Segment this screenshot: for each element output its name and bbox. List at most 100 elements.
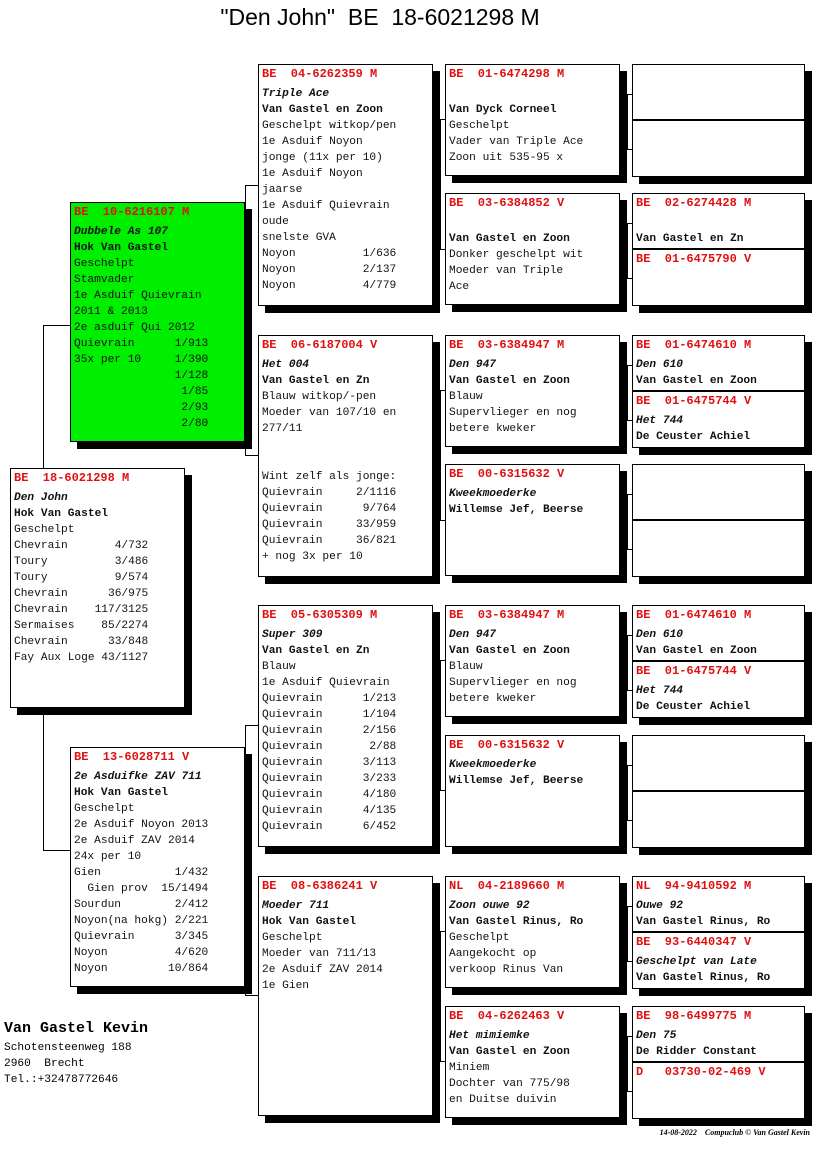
ring-number: BE 06-6187004 V [262, 338, 378, 352]
ring-number: BE 13-6028711 V [74, 750, 190, 764]
connector-line [245, 185, 246, 455]
pigeon-card[interactable]: BE 01-6475790 V [632, 249, 805, 306]
pigeon-card[interactable]: BE 03-6384852 V Van Gastel en Zoon Donker … [445, 193, 620, 305]
pigeon-card[interactable]: NL 94-9410592 M Ouwe 92 Van Gastel Rinus, … [632, 876, 805, 932]
pigeon-detail: Sourdun 2/412 [74, 899, 209, 911]
connector-line [627, 365, 628, 420]
pigeon-detail: Miniem [449, 1062, 490, 1074]
pigeon-detail: Noyon 2/137 [262, 264, 397, 276]
pigeon-card[interactable]: BE 01-6474610 M Den 610 Van Gastel en Zoon [632, 605, 805, 661]
pigeon-card[interactable]: BE 08-6386241 V Moeder 711 Hok Van Gastel G… [258, 876, 433, 1116]
pigeon-detail: Wint zelf als jonge: [262, 471, 397, 483]
pigeon-name: Den 610 [636, 629, 683, 641]
pigeon-detail: snelste GVA [262, 232, 336, 244]
pigeon-detail: Toury 3/486 [14, 556, 149, 568]
pigeon-card[interactable]: BE 01-6474610 M Den 610 Van Gastel en Zoon [632, 335, 805, 391]
pigeon-name: Den 947 [449, 629, 496, 641]
ring-number [636, 66, 801, 86]
pigeon-detail: 2/93 [74, 402, 209, 414]
pigeon-card[interactable] [632, 520, 805, 577]
pigeon-card[interactable]: BE 06-6187004 V Het 004 Van Gastel en Zn Bl… [258, 335, 433, 577]
owner-name: Hok Van Gastel [14, 508, 108, 520]
pigeon-card[interactable]: NL 04-2189660 M Zoon ouwe 92 Van Gastel Ri… [445, 876, 620, 988]
pigeon-card[interactable]: BE 03-6384947 M Den 947 Van Gastel en Zoon… [445, 605, 620, 717]
pigeon-card[interactable]: BE 98-6499775 M Den 75 De Ridder Constant [632, 1006, 805, 1062]
pigeon-detail: Moeder van 107/10 en [262, 407, 397, 419]
pigeon-detail: Zoon uit 535-95 x [449, 152, 564, 164]
pigeon-card[interactable]: BE 02-6274428 M Van Gastel en Zn [632, 193, 805, 249]
pigeon-card[interactable] [632, 464, 805, 520]
connector-line [627, 1091, 632, 1092]
ring-number: BE 03-6384947 M [449, 608, 565, 622]
pigeon-name: Moeder 711 [262, 900, 330, 912]
pigeon-card[interactable]: BE 03-6384947 M Den 947 Van Gastel en Zoon… [445, 335, 620, 447]
pigeon-name [636, 215, 801, 231]
pigeon-card[interactable] [632, 120, 805, 177]
pigeon-detail: 24x per 10 [74, 851, 142, 863]
connector-line [627, 365, 632, 366]
connector-line [440, 520, 445, 521]
connector-line [433, 725, 440, 726]
connector-line [440, 660, 441, 790]
pigeon-detail: Quievrain 3/233 [262, 773, 397, 785]
connector-line [440, 390, 445, 391]
pigeon-card[interactable]: BE 13-6028711 V 2e Asduifke ZAV 711 Hok Va… [70, 747, 245, 987]
connector-line [440, 249, 445, 250]
ring-number: D 03730-02-469 V [636, 1065, 766, 1079]
pigeon-detail: 277/11 [262, 423, 303, 435]
pigeon-card[interactable]: BE 93-6440347 V Geschelpt van Late Van Gas… [632, 932, 805, 989]
connector-line [627, 635, 628, 690]
pigeon-card[interactable]: BE 00-6315632 V Kweekmoederke Willemse Jef… [445, 464, 620, 576]
ring-number: NL 04-2189660 M [449, 879, 565, 893]
pigeon-detail: Dochter van 775/98 [449, 1078, 570, 1090]
connector-line [433, 996, 440, 997]
connector-line [627, 278, 632, 279]
ring-number: BE 10-6216107 M [74, 205, 190, 219]
pigeon-card[interactable]: BE 01-6475744 V Het 744 De Ceuster Achiel [632, 661, 805, 718]
pigeon-detail: Quievrain 1/913 [74, 338, 209, 350]
pigeon-card[interactable]: BE 10-6216107 M Dubbele As 107 Hok Van Gas… [70, 202, 245, 442]
pigeon-detail: verkoop Rinus Van [449, 964, 564, 976]
pigeon-name: Kweekmoederke [449, 759, 537, 771]
pigeon-detail: en Duitse duivin [449, 1094, 557, 1106]
pigeon-name: Super 309 [262, 629, 323, 641]
connector-line [627, 94, 628, 149]
connector-line [43, 850, 70, 851]
connector-line [440, 931, 441, 1061]
pigeon-card[interactable]: BE 04-6262463 V Het mimiemke Van Gastel en… [445, 1006, 620, 1118]
pigeon-card[interactable]: BE 01-6474298 M Van Dyck Corneel Geschelpt… [445, 64, 620, 176]
pigeon-card[interactable]: BE 01-6475744 V Het 744 De Ceuster Achiel [632, 391, 805, 448]
pigeon-name: Den 610 [636, 359, 683, 371]
pigeon-card[interactable] [632, 64, 805, 120]
pigeon-card[interactable]: BE 04-6262359 M Triple Ace Van Gastel en Z… [258, 64, 433, 306]
pigeon-card[interactable] [632, 735, 805, 791]
pigeon-detail: Aangekocht op [449, 948, 537, 960]
pigeon-detail: Geschelpt [262, 932, 323, 944]
ring-number: BE 04-6262359 M [262, 67, 378, 81]
owner-name: Van Gastel en Zoon [449, 233, 570, 245]
pigeon-card[interactable]: BE 18-6021298 M Den John Hok Van Gastel Ges… [10, 468, 185, 708]
connector-line [627, 94, 632, 95]
pigeon-detail: 2/80 [74, 418, 209, 430]
pigeon-detail: Noyon 4/620 [74, 947, 209, 959]
pigeon-detail: Quievrain 9/764 [262, 503, 397, 515]
connector-line [620, 391, 627, 392]
connector-line [620, 791, 627, 792]
page-title: "Den John" BE 18-6021298 M [220, 4, 540, 30]
footer: 14-08-2022 Compuclub © Van Gastel Kevin [660, 1128, 810, 1137]
pigeon-card[interactable] [632, 791, 805, 848]
ring-number: BE 01-6474610 M [636, 608, 752, 622]
pigeon-detail: Noyon 1/636 [262, 248, 397, 260]
connector-line [43, 325, 70, 326]
breeder-city: 2960 Brecht [4, 1058, 85, 1070]
connector-line [627, 961, 632, 962]
pigeon-detail: Sermaises 85/2274 [14, 620, 149, 632]
pigeon-card[interactable]: BE 05-6305309 M Super 309 Van Gastel en Zn… [258, 605, 433, 847]
ring-number [636, 793, 801, 813]
connector-line [440, 119, 441, 249]
pigeon-detail: 2011 & 2013 [74, 306, 148, 318]
pigeon-card[interactable]: BE 00-6315632 V Kweekmoederke Willemse Jef… [445, 735, 620, 847]
pigeon-card[interactable]: D 03730-02-469 V [632, 1062, 805, 1119]
pigeon-detail: Chevrain 36/975 [14, 588, 149, 600]
